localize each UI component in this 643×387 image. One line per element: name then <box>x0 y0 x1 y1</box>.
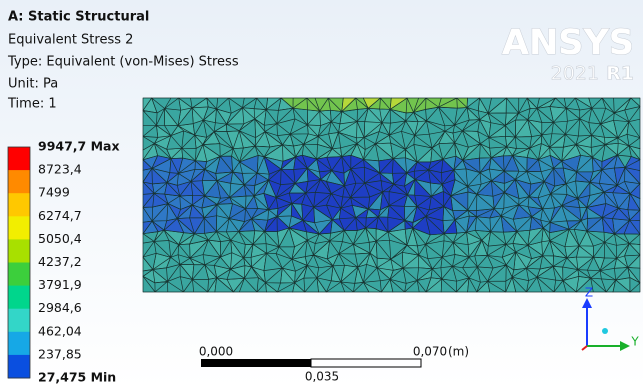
legend-band <box>8 309 30 333</box>
logo-release: R1 <box>606 63 634 85</box>
legend-band <box>8 216 30 240</box>
legend-label: 4237,2 <box>38 254 82 269</box>
scale-unit: (m) <box>448 345 469 359</box>
header-line: Type: Equivalent (von-Mises) Stress <box>7 55 239 70</box>
header-line: Unit: Pa <box>8 77 58 92</box>
scale-end: 0,070 <box>413 345 447 359</box>
legend-label: 462,04 <box>38 323 82 338</box>
legend-band <box>8 239 30 263</box>
mesh <box>143 98 640 292</box>
scale-bar-dark <box>201 359 311 367</box>
legend-band <box>8 263 30 287</box>
header-line: Time: 1 <box>7 97 57 112</box>
legend-label: 7499 <box>38 185 70 200</box>
legend-label: 3791,9 <box>38 277 82 292</box>
legend-label: 9947,7 Max <box>38 139 120 154</box>
scale-start: 0,000 <box>199 345 233 359</box>
viewport: A: Static Structural Equivalent Stress 2… <box>0 0 643 387</box>
legend-label: 2984,6 <box>38 300 82 315</box>
legend-label: 5050,4 <box>38 231 82 246</box>
scale-bar-light <box>311 359 421 367</box>
legend-band <box>8 355 30 379</box>
legend-label: 6274,7 <box>38 208 82 223</box>
header-line: Equivalent Stress 2 <box>8 33 133 48</box>
triad-y-label: Y <box>630 335 639 349</box>
analysis-title: A: Static Structural <box>8 10 149 25</box>
legend-band <box>8 193 30 217</box>
triad-z-label: Z <box>585 286 593 300</box>
legend-band <box>8 170 30 194</box>
legend-label: 27,475 Min <box>38 370 116 385</box>
legend-label: 8723,4 <box>38 162 82 177</box>
logo-version: 2021 <box>551 63 599 85</box>
legend-band <box>8 332 30 356</box>
logo-name: ANSYS <box>502 23 634 63</box>
legend-band <box>8 147 30 171</box>
legend-band <box>8 286 30 310</box>
scale-mid: 0,035 <box>305 370 339 384</box>
triad-point <box>602 328 608 334</box>
legend-label: 237,85 <box>38 346 82 361</box>
page: {"header": {"title": "A: Static Structur… <box>0 0 643 387</box>
